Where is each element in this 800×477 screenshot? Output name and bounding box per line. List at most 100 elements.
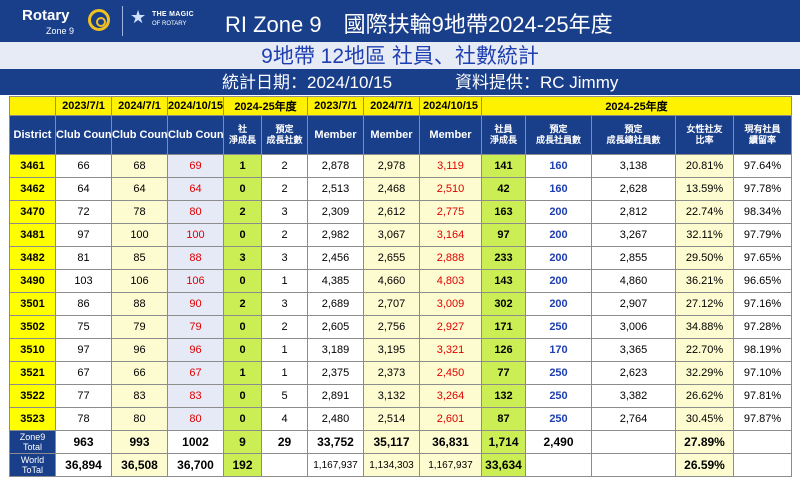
cell-mtot: 3,138 bbox=[591, 154, 676, 178]
cell-mplan: 250 bbox=[525, 407, 592, 431]
cell-ret: 98.34% bbox=[732, 200, 793, 224]
column-header: Member bbox=[363, 115, 420, 155]
cell-cnet: 0 bbox=[223, 407, 262, 431]
cell-m2: 2,756 bbox=[363, 315, 420, 339]
cell-m3: 3,321 bbox=[419, 338, 482, 362]
total-cell: 26.59% bbox=[675, 453, 734, 477]
table-body: 3461 66 68 69 1 2 2,878 2,978 3,119 141 160 3,138 20… bbox=[9, 154, 793, 431]
total-cell bbox=[732, 453, 793, 477]
cell-m3: 2,888 bbox=[419, 246, 482, 270]
magic-line1: THE MAGIC bbox=[152, 11, 194, 18]
total-cell: 9 bbox=[223, 430, 262, 454]
cell-m3: 2,601 bbox=[419, 407, 482, 431]
cell-cplan: 3 bbox=[261, 200, 308, 224]
cell-mnet: 97 bbox=[481, 223, 526, 247]
total-cell: 36,508 bbox=[111, 453, 168, 477]
total-cell: 36,894 bbox=[55, 453, 112, 477]
total-cell: 35,117 bbox=[363, 430, 420, 454]
table-row: 3510 97 96 96 0 1 3,189 3,195 3,321 126 170 3,365 22… bbox=[9, 338, 793, 362]
total-cell bbox=[591, 430, 676, 454]
cell-mnet: 126 bbox=[481, 338, 526, 362]
cell-mtot: 3,365 bbox=[591, 338, 676, 362]
cell-district: 3462 bbox=[9, 177, 56, 201]
logo-zone: Zone 9 bbox=[46, 26, 75, 36]
total-cell: 192 bbox=[223, 453, 262, 477]
cell-c2: 106 bbox=[111, 269, 168, 293]
cell-m1: 2,480 bbox=[307, 407, 364, 431]
cell-mtot: 2,764 bbox=[591, 407, 676, 431]
cell-mplan: 170 bbox=[525, 338, 592, 362]
info-bar: 統計日期：2024/10/15 資料提供：RC Jimmy bbox=[0, 71, 800, 95]
cell-mplan: 160 bbox=[525, 177, 592, 201]
cell-cplan: 1 bbox=[261, 338, 308, 362]
cell-m2: 2,468 bbox=[363, 177, 420, 201]
cell-mnet: 77 bbox=[481, 361, 526, 385]
cell-c3: 79 bbox=[167, 315, 224, 339]
column-header: 預定 成長社員數 bbox=[525, 115, 592, 155]
total-cell: 1,134,303 bbox=[363, 453, 420, 477]
total-cell: 1,714 bbox=[481, 430, 526, 454]
cell-c1: 78 bbox=[55, 407, 112, 431]
cell-c3: 100 bbox=[167, 223, 224, 247]
star-icon: ★ bbox=[130, 7, 147, 28]
cell-ret: 97.81% bbox=[732, 384, 793, 408]
table-row: 3490 103 106 106 0 1 4,385 4,660 4,803 143 200 4,86… bbox=[9, 269, 793, 293]
cell-fem: 26.62% bbox=[675, 384, 734, 408]
year-header-row: 2023/7/1 2024/7/1 2024/10/15 2024-25年度 2… bbox=[9, 96, 793, 116]
cell-m1: 2,982 bbox=[307, 223, 364, 247]
cell-m1: 3,189 bbox=[307, 338, 364, 362]
table-row: 3470 72 78 80 2 3 2,309 2,612 2,775 163 200 2,812 22… bbox=[9, 200, 793, 224]
column-header: Club Count bbox=[111, 115, 168, 155]
cell-ret: 97.64% bbox=[732, 154, 793, 178]
cell-fem: 13.59% bbox=[675, 177, 734, 201]
cell-c2: 79 bbox=[111, 315, 168, 339]
cell-c1: 64 bbox=[55, 177, 112, 201]
magic-of-rotary-logo: ★ THE MAGIC OF ROTARY bbox=[130, 5, 210, 37]
column-header: Club Count bbox=[167, 115, 224, 155]
cell-c3: 64 bbox=[167, 177, 224, 201]
cell-fem: 22.70% bbox=[675, 338, 734, 362]
cell-cnet: 0 bbox=[223, 269, 262, 293]
header-cell: 2023/7/1 bbox=[307, 96, 364, 116]
cell-mplan: 200 bbox=[525, 223, 592, 247]
cell-m3: 3,119 bbox=[419, 154, 482, 178]
column-header: Club Count bbox=[55, 115, 112, 155]
cell-ret: 97.10% bbox=[732, 361, 793, 385]
cell-cnet: 0 bbox=[223, 315, 262, 339]
cell-c2: 88 bbox=[111, 292, 168, 316]
cell-m1: 2,689 bbox=[307, 292, 364, 316]
cell-c3: 80 bbox=[167, 407, 224, 431]
column-header: 現有社員 續留率 bbox=[732, 115, 793, 155]
cell-fem: 34.88% bbox=[675, 315, 734, 339]
cell-cnet: 0 bbox=[223, 177, 262, 201]
total-cell: 1,167,937 bbox=[307, 453, 364, 477]
cell-mnet: 233 bbox=[481, 246, 526, 270]
cell-m1: 2,605 bbox=[307, 315, 364, 339]
table-row: 3462 64 64 64 0 2 2,513 2,468 2,510 42 160 2,628 13.… bbox=[9, 177, 793, 201]
cell-cplan: 4 bbox=[261, 407, 308, 431]
cell-c2: 80 bbox=[111, 407, 168, 431]
world-total-row: World ToTal 36,894 36,508 36,700 192 1,1… bbox=[9, 453, 793, 477]
table-row: 3522 77 83 83 0 5 2,891 3,132 3,264 132 250 3,382 26… bbox=[9, 384, 793, 408]
cell-m3: 2,775 bbox=[419, 200, 482, 224]
cell-m3: 2,510 bbox=[419, 177, 482, 201]
cell-fem: 32.11% bbox=[675, 223, 734, 247]
data-source: 資料提供：RC Jimmy bbox=[455, 73, 619, 92]
zone-total-row: Zone9 Total 963 993 1002 9 29 33,752 35,… bbox=[9, 430, 793, 454]
cell-m3: 2,927 bbox=[419, 315, 482, 339]
cell-district: 3470 bbox=[9, 200, 56, 224]
page-title: RI Zone 9 國際扶輪9地帶2024-25年度 bbox=[225, 12, 613, 37]
cell-mtot: 2,855 bbox=[591, 246, 676, 270]
total-cell: 29 bbox=[261, 430, 308, 454]
cell-c2: 85 bbox=[111, 246, 168, 270]
cell-district: 3501 bbox=[9, 292, 56, 316]
total-cell: 1,167,937 bbox=[419, 453, 482, 477]
magic-line2: OF ROTARY bbox=[152, 21, 187, 27]
cell-c3: 80 bbox=[167, 200, 224, 224]
total-cell bbox=[591, 453, 676, 477]
cell-ret: 97.78% bbox=[732, 177, 793, 201]
cell-c1: 97 bbox=[55, 338, 112, 362]
column-header: 預定 成長總社員數 bbox=[591, 115, 676, 155]
header-cell: 2024-25年度 bbox=[480, 96, 793, 116]
table-row: 3502 75 79 79 0 2 2,605 2,756 2,927 171 250 3,006 34… bbox=[9, 315, 793, 339]
